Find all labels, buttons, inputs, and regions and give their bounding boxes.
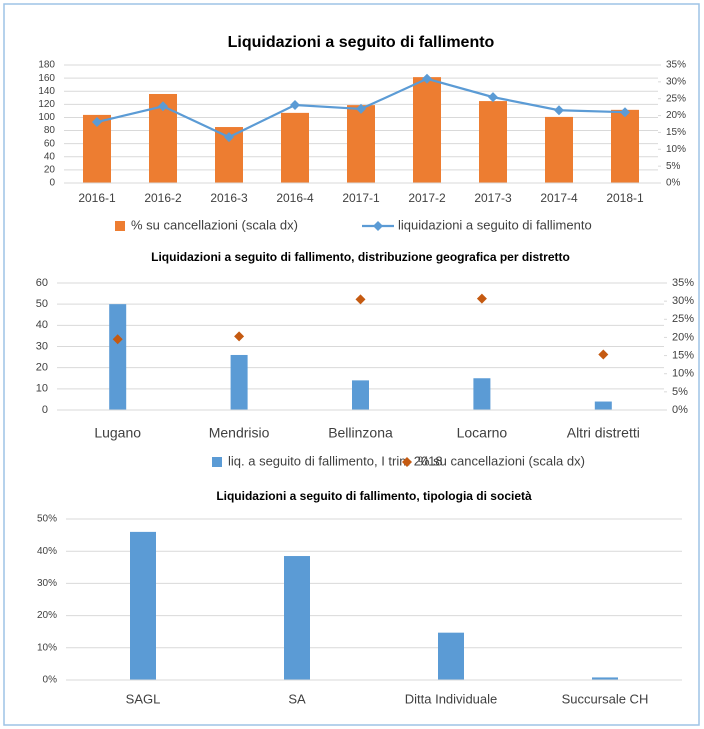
line-marker bbox=[356, 103, 366, 114]
x-tick-label: Lugano bbox=[94, 425, 141, 441]
chart-title: Liquidazioni a seguito di fallimento, di… bbox=[151, 250, 570, 264]
y2-tick-label: 20% bbox=[672, 331, 694, 343]
line-marker bbox=[92, 117, 102, 128]
y2-tick-label: 20% bbox=[666, 110, 686, 121]
legend-label: liquidazioni a seguito di fallimento bbox=[398, 217, 592, 232]
x-tick-label: 2017-1 bbox=[342, 191, 380, 205]
x-tick-label: 2017-2 bbox=[408, 191, 446, 205]
x-tick-label: 2018-1 bbox=[606, 191, 644, 205]
y-tick-label: 180 bbox=[38, 60, 55, 71]
bar bbox=[473, 378, 491, 410]
x-tick-label: Bellinzona bbox=[328, 425, 393, 441]
legend-swatch bbox=[402, 457, 412, 467]
x-tick-label: Locarno bbox=[457, 425, 508, 441]
bar bbox=[438, 632, 464, 680]
y-tick-label: 100 bbox=[38, 112, 55, 123]
x-tick-label: SA bbox=[288, 691, 306, 706]
line-marker bbox=[422, 73, 432, 84]
y-tick-label: 10% bbox=[37, 642, 57, 653]
y2-tick-label: 15% bbox=[672, 349, 694, 361]
y-tick-label: 30% bbox=[37, 578, 57, 589]
y2-tick-label: 30% bbox=[672, 295, 694, 307]
x-tick-label: 2017-4 bbox=[540, 191, 578, 205]
y-tick-label: 20 bbox=[44, 165, 56, 176]
line-marker bbox=[554, 105, 564, 116]
y-tick-label: 20 bbox=[36, 362, 48, 374]
y-tick-label: 0 bbox=[42, 404, 48, 416]
y-tick-label: 40% bbox=[37, 546, 57, 557]
marker bbox=[476, 293, 487, 304]
line-marker bbox=[158, 101, 168, 112]
y2-tick-label: 15% bbox=[666, 127, 686, 138]
y2-tick-label: 35% bbox=[666, 60, 686, 71]
bar bbox=[413, 77, 441, 183]
x-tick-label: 2016-1 bbox=[78, 191, 116, 205]
legend-label: % su cancellazioni (scala dx) bbox=[418, 453, 585, 468]
y2-tick-label: 25% bbox=[666, 93, 686, 104]
y2-tick-label: 35% bbox=[672, 277, 694, 289]
bar bbox=[594, 401, 612, 410]
bar bbox=[611, 109, 639, 183]
y2-tick-label: 0% bbox=[666, 178, 681, 189]
y2-tick-label: 5% bbox=[666, 161, 681, 172]
bar bbox=[352, 380, 369, 410]
y-tick-label: 30 bbox=[36, 340, 48, 352]
bar bbox=[281, 112, 309, 183]
bar bbox=[545, 116, 573, 183]
y-tick-label: 10 bbox=[36, 383, 48, 395]
y-tick-label: 50 bbox=[36, 298, 48, 310]
y2-tick-label: 0% bbox=[672, 404, 688, 416]
bar bbox=[347, 105, 375, 183]
legend-swatch bbox=[212, 457, 222, 467]
y-tick-label: 20% bbox=[37, 610, 57, 621]
y2-tick-label: 30% bbox=[666, 76, 686, 87]
y-tick-label: 40 bbox=[44, 151, 56, 162]
y-tick-label: 40 bbox=[36, 319, 48, 331]
legend-swatch bbox=[115, 221, 125, 231]
bar bbox=[592, 677, 618, 680]
marker bbox=[598, 349, 609, 360]
bar bbox=[230, 354, 248, 410]
chart-title: Liquidazioni a seguito di fallimento, ti… bbox=[216, 489, 532, 503]
bar bbox=[479, 101, 507, 183]
x-tick-label: Mendrisio bbox=[209, 425, 270, 441]
x-tick-label: Succursale CH bbox=[562, 691, 649, 706]
y-tick-label: 60 bbox=[44, 138, 56, 149]
x-tick-label: Ditta Individuale bbox=[405, 691, 498, 706]
x-tick-label: 2017-3 bbox=[474, 191, 512, 205]
bar bbox=[109, 304, 127, 410]
y2-tick-label: 10% bbox=[666, 144, 686, 155]
x-tick-label: SAGL bbox=[126, 691, 161, 706]
line-marker bbox=[620, 107, 630, 118]
y-tick-label: 140 bbox=[38, 86, 55, 97]
y2-tick-label: 25% bbox=[672, 313, 694, 325]
chart-title: Liquidazioni a seguito di fallimento bbox=[228, 34, 495, 51]
legend-label: liq. a seguito di fallimento, I trim 201… bbox=[228, 453, 443, 468]
line-marker bbox=[224, 132, 234, 143]
marker bbox=[112, 334, 123, 345]
line-marker bbox=[488, 92, 498, 103]
x-tick-label: 2016-2 bbox=[144, 191, 182, 205]
y-tick-label: 120 bbox=[38, 99, 55, 110]
y-tick-label: 0% bbox=[43, 675, 58, 686]
marker bbox=[234, 331, 245, 342]
x-tick-label: Altri distretti bbox=[567, 425, 640, 441]
y-tick-label: 50% bbox=[37, 514, 57, 525]
legend-swatch bbox=[373, 221, 383, 231]
y2-tick-label: 5% bbox=[672, 386, 688, 398]
line-marker bbox=[290, 99, 300, 110]
y-tick-label: 60 bbox=[36, 277, 48, 289]
y-tick-label: 80 bbox=[44, 125, 56, 136]
bar bbox=[130, 531, 156, 680]
legend-label: % su cancellazioni (scala dx) bbox=[131, 217, 298, 232]
y2-tick-label: 10% bbox=[672, 368, 694, 380]
marker bbox=[355, 294, 366, 305]
y-tick-label: 160 bbox=[38, 73, 55, 84]
x-tick-label: 2016-3 bbox=[210, 191, 248, 205]
x-tick-label: 2016-4 bbox=[276, 191, 314, 205]
bar bbox=[284, 556, 310, 680]
y-tick-label: 0 bbox=[49, 178, 55, 189]
